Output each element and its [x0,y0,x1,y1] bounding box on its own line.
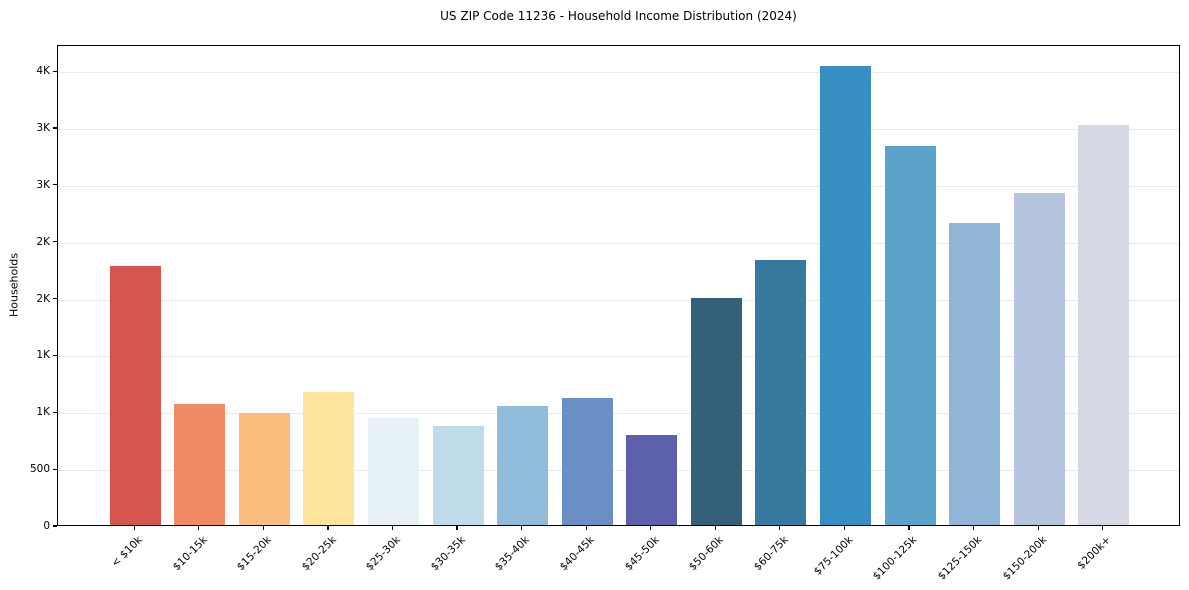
x-tick-label-text: $50-60k [686,534,726,574]
y-gridline [58,470,1179,472]
x-tick-mark [262,526,264,530]
x-tick-mark [1037,526,1039,530]
y-axis-label: Households [7,253,21,317]
x-tick-mark [1102,526,1104,530]
x-tick-label-text: $150-200k [1000,534,1049,583]
x-tick-label-text: $125-150k [935,534,985,583]
x-tick-mark [327,526,329,530]
x-tick-label-text: < $10k [109,534,145,570]
bar-$30-35k [432,426,484,525]
y-tick-mark [53,70,57,72]
bar-$100-125k [884,146,936,525]
bar-< $10k [109,265,161,525]
y-tick-mark [53,468,57,470]
bar-$50-60k [690,297,742,525]
y-tick-label: 1K [36,349,50,362]
x-tick-mark [908,526,910,530]
y-gridline [58,413,1179,415]
y-tick-mark [53,525,57,527]
x-tick-label-text: $30-35k [428,534,468,574]
chart-title: US ZIP Code 11236 - Household Income Dis… [440,9,797,23]
y-gridline [58,129,1179,130]
bar-$45-50k [626,434,678,525]
x-tick-label-text: $20-25k [299,534,339,574]
x-tick-label-text: $75-100k [811,534,855,578]
bar-$20-25k [303,391,355,525]
y-tick-mark [53,297,57,300]
y-tick-mark [53,411,57,413]
x-tick-mark [521,526,523,530]
y-tick-label: 3K [36,122,50,134]
y-gridline [58,185,1179,187]
x-tick-label-text: $15-20k [234,534,274,574]
bar-$60-75k [755,260,807,525]
bar-$75-100k [819,65,871,525]
y-tick-label: 0 [43,520,50,532]
x-tick-mark [391,526,394,530]
x-tick-label-text: $45-50k [622,534,662,574]
y-gridline [58,72,1179,74]
x-tick-label-text: $60-75k [751,534,791,574]
x-tick-mark [133,526,135,530]
bar-$25-30k [368,417,420,525]
y-gridline [58,356,1179,358]
x-tick-mark [972,526,975,530]
y-tick-mark [53,354,57,357]
y-tick-mark [53,184,57,186]
x-tick-mark [585,526,587,530]
y-tick-mark [53,127,57,129]
x-tick-mark [650,526,652,530]
x-tick-mark [714,526,716,530]
y-tick-label: 2K [36,292,50,305]
y-tick-label: 3K [36,178,50,191]
bar-$200k+ [1078,124,1130,525]
x-tick-label-text: $10-15k [170,534,210,574]
bar-$10-15k [174,403,226,525]
bar-$35-40k [497,406,549,525]
x-tick-mark [456,526,458,530]
y-tick-label: 1K [36,406,50,419]
x-tick-mark [843,526,846,530]
y-gridline [58,299,1179,301]
y-gridline [58,242,1179,244]
y-tick-mark [53,241,57,243]
y-tick-label: 500 [29,463,50,476]
bar-$125-150k [949,223,1001,525]
bar-$150-200k [1013,192,1065,525]
y-tick-label: 4K [36,65,50,78]
x-tick-label-text: $40-45k [557,534,597,574]
x-tick-mark [198,526,200,530]
x-tick-label-text: $35-40k [493,534,533,574]
x-tick-label-text: $100-125k [870,534,920,583]
bar-$40-45k [561,398,613,525]
x-tick-label-text: $25-30k [363,534,404,574]
x-tick-label-text: $200k+ [1075,534,1114,572]
y-tick-label: 2K [36,235,50,248]
x-tick-mark [779,526,781,530]
plot-area [57,45,1180,526]
bar-$15-20k [238,413,290,525]
